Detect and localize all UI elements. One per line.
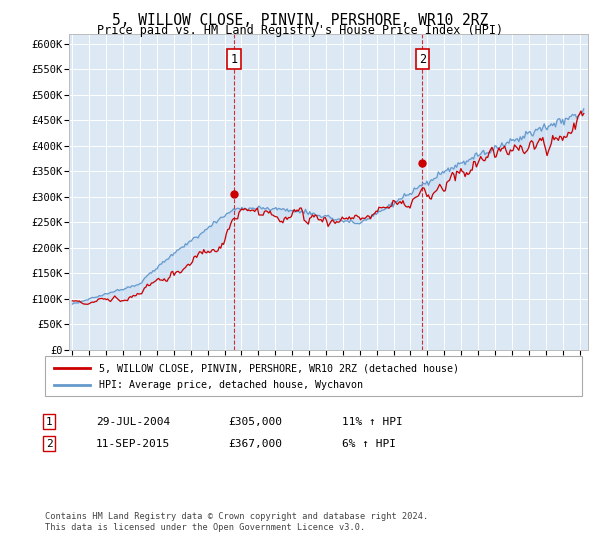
- Text: 5, WILLOW CLOSE, PINVIN, PERSHORE, WR10 2RZ: 5, WILLOW CLOSE, PINVIN, PERSHORE, WR10 …: [112, 13, 488, 28]
- Text: 11% ↑ HPI: 11% ↑ HPI: [342, 417, 403, 427]
- Text: £305,000: £305,000: [228, 417, 282, 427]
- Text: 29-JUL-2004: 29-JUL-2004: [96, 417, 170, 427]
- Text: 11-SEP-2015: 11-SEP-2015: [96, 438, 170, 449]
- Text: 2: 2: [46, 438, 53, 449]
- Text: 1: 1: [46, 417, 53, 427]
- Text: HPI: Average price, detached house, Wychavon: HPI: Average price, detached house, Wych…: [99, 380, 363, 390]
- Text: Contains HM Land Registry data © Crown copyright and database right 2024.
This d: Contains HM Land Registry data © Crown c…: [45, 512, 428, 532]
- Text: Price paid vs. HM Land Registry's House Price Index (HPI): Price paid vs. HM Land Registry's House …: [97, 24, 503, 36]
- Text: 1: 1: [231, 53, 238, 66]
- Text: 6% ↑ HPI: 6% ↑ HPI: [342, 438, 396, 449]
- Text: 2: 2: [419, 53, 426, 66]
- Text: £367,000: £367,000: [228, 438, 282, 449]
- Text: 5, WILLOW CLOSE, PINVIN, PERSHORE, WR10 2RZ (detached house): 5, WILLOW CLOSE, PINVIN, PERSHORE, WR10 …: [99, 363, 459, 374]
